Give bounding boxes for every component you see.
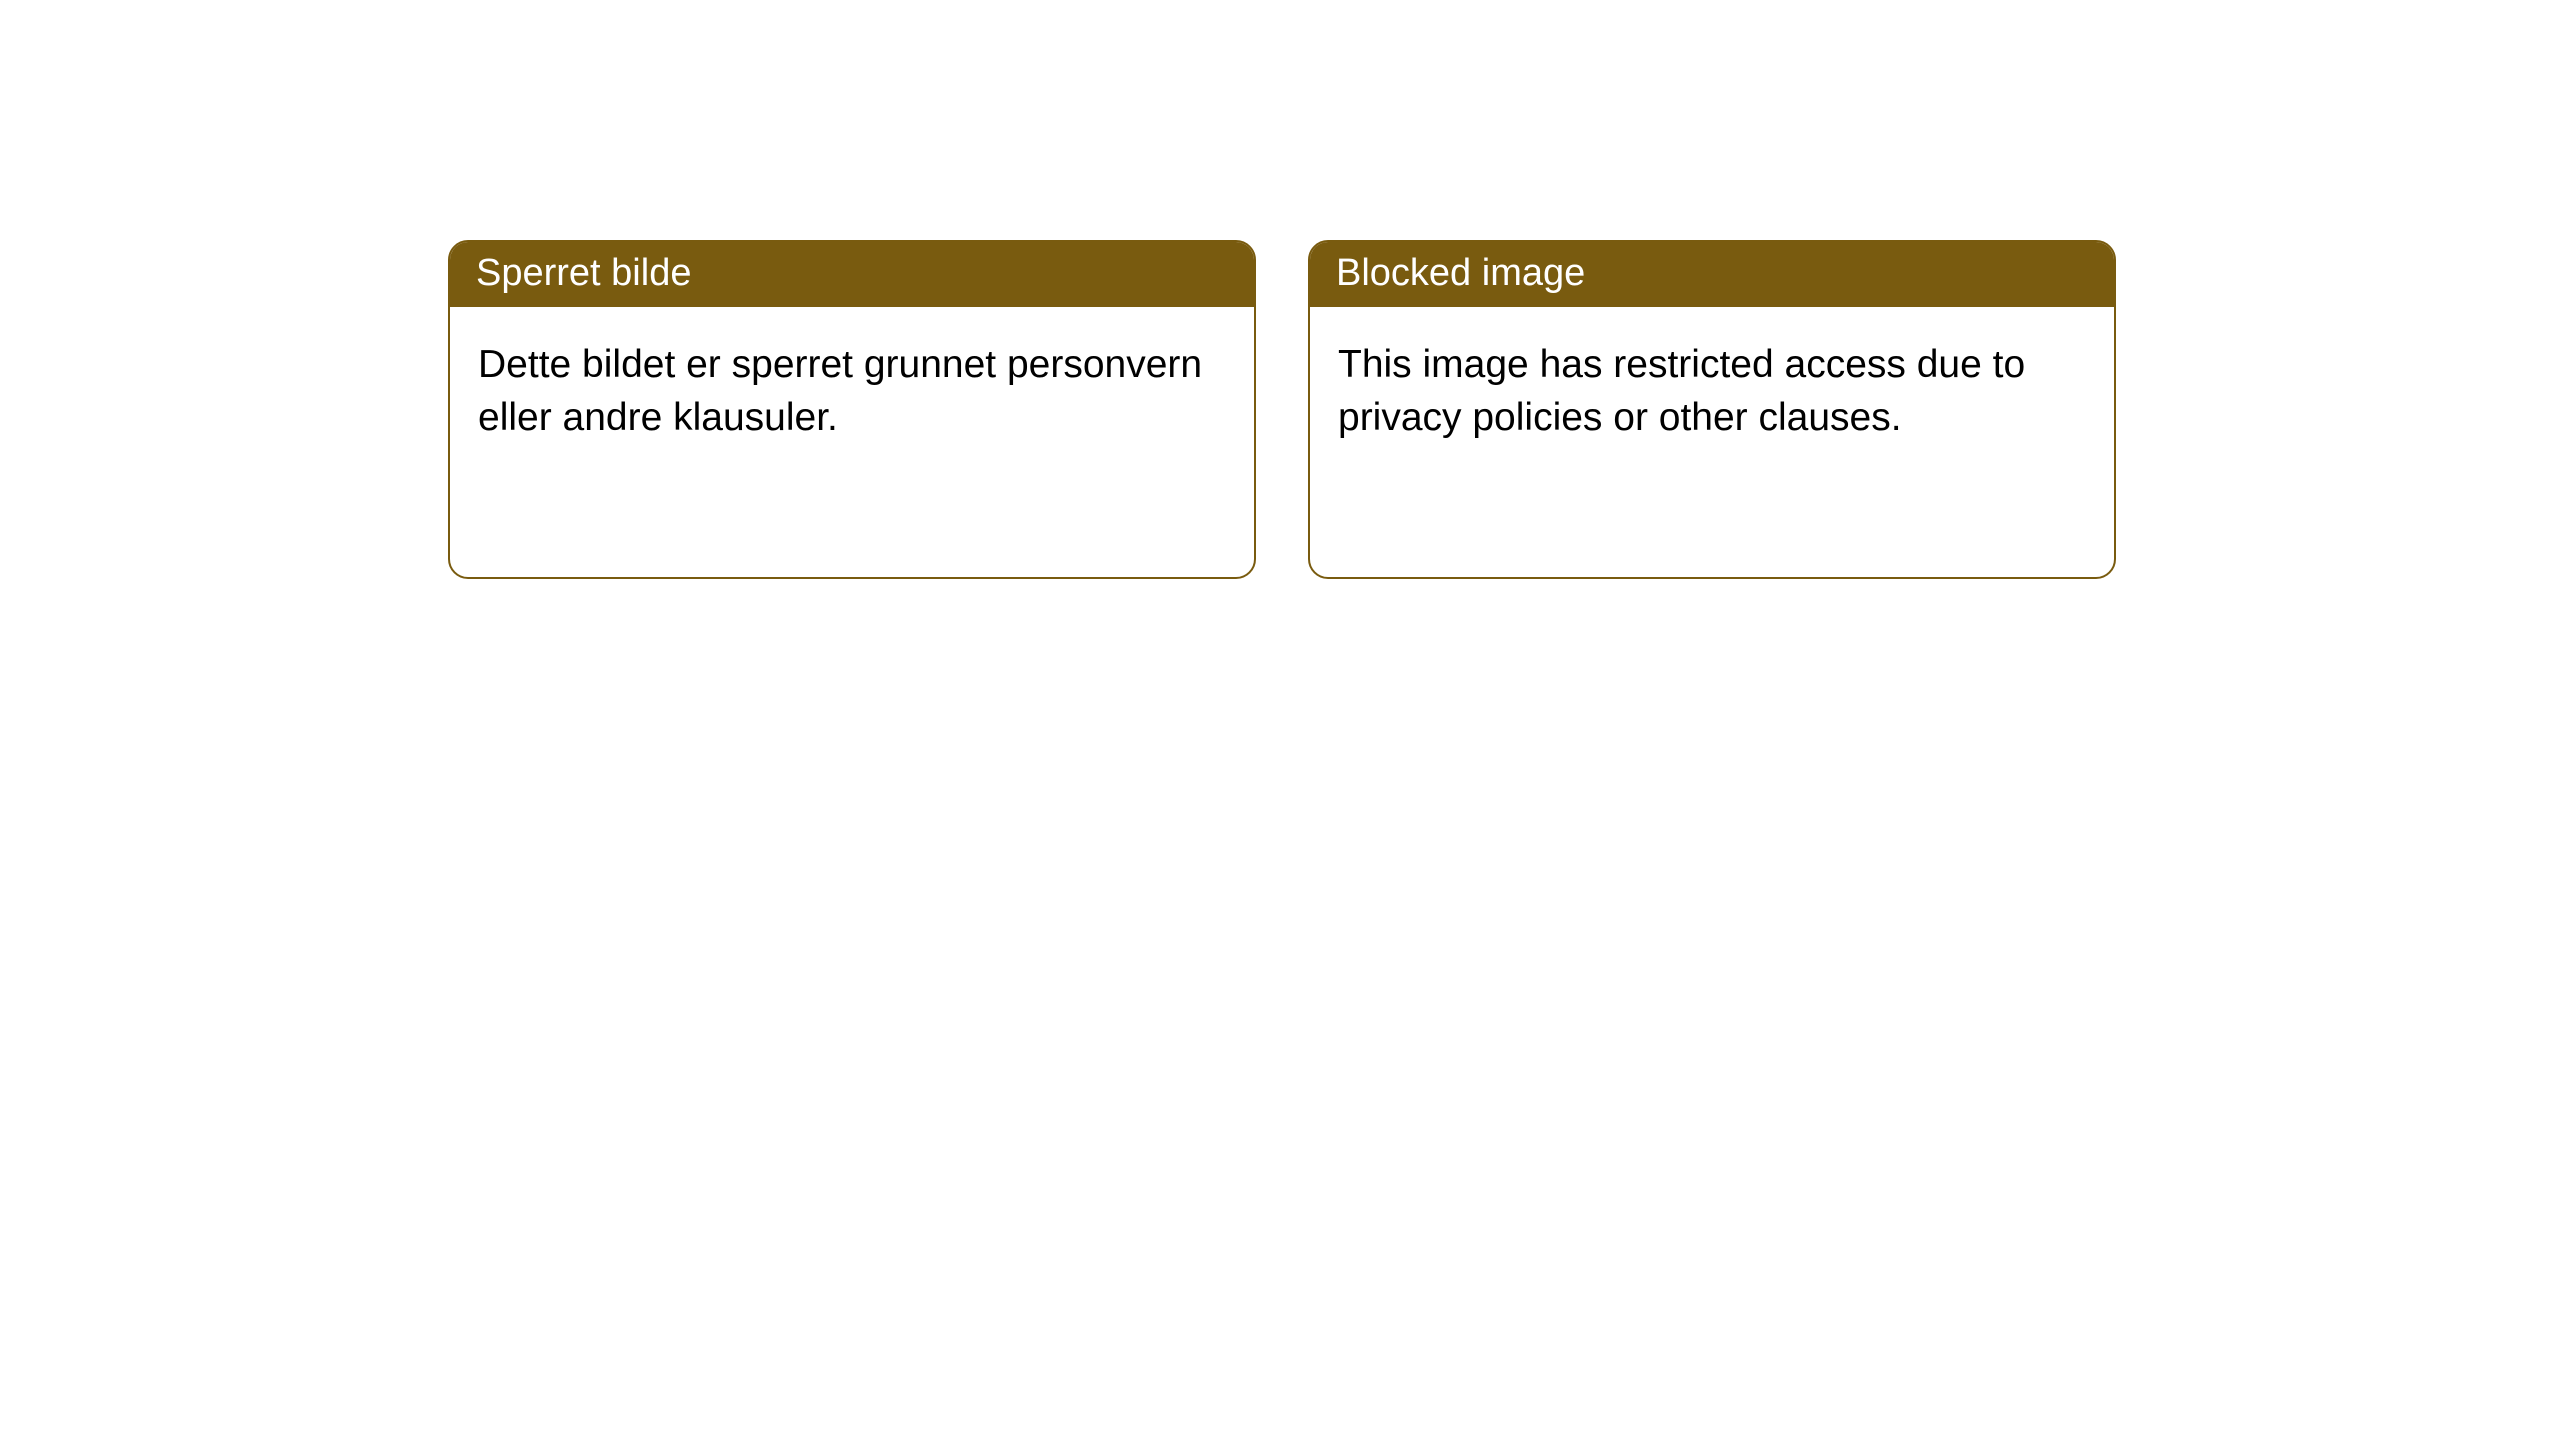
card-title: Blocked image bbox=[1336, 252, 1585, 294]
card-header: Sperret bilde bbox=[450, 242, 1254, 307]
card-body: Dette bildet er sperret grunnet personve… bbox=[450, 307, 1254, 577]
card-title: Sperret bilde bbox=[476, 252, 691, 294]
notice-card-english: Blocked image This image has restricted … bbox=[1308, 240, 2116, 579]
notice-card-norwegian: Sperret bilde Dette bildet er sperret gr… bbox=[448, 240, 1256, 579]
card-message: This image has restricted access due to … bbox=[1338, 339, 2086, 444]
notice-cards-container: Sperret bilde Dette bildet er sperret gr… bbox=[0, 0, 2560, 579]
card-message: Dette bildet er sperret grunnet personve… bbox=[478, 339, 1226, 444]
card-body: This image has restricted access due to … bbox=[1310, 307, 2114, 577]
card-header: Blocked image bbox=[1310, 242, 2114, 307]
